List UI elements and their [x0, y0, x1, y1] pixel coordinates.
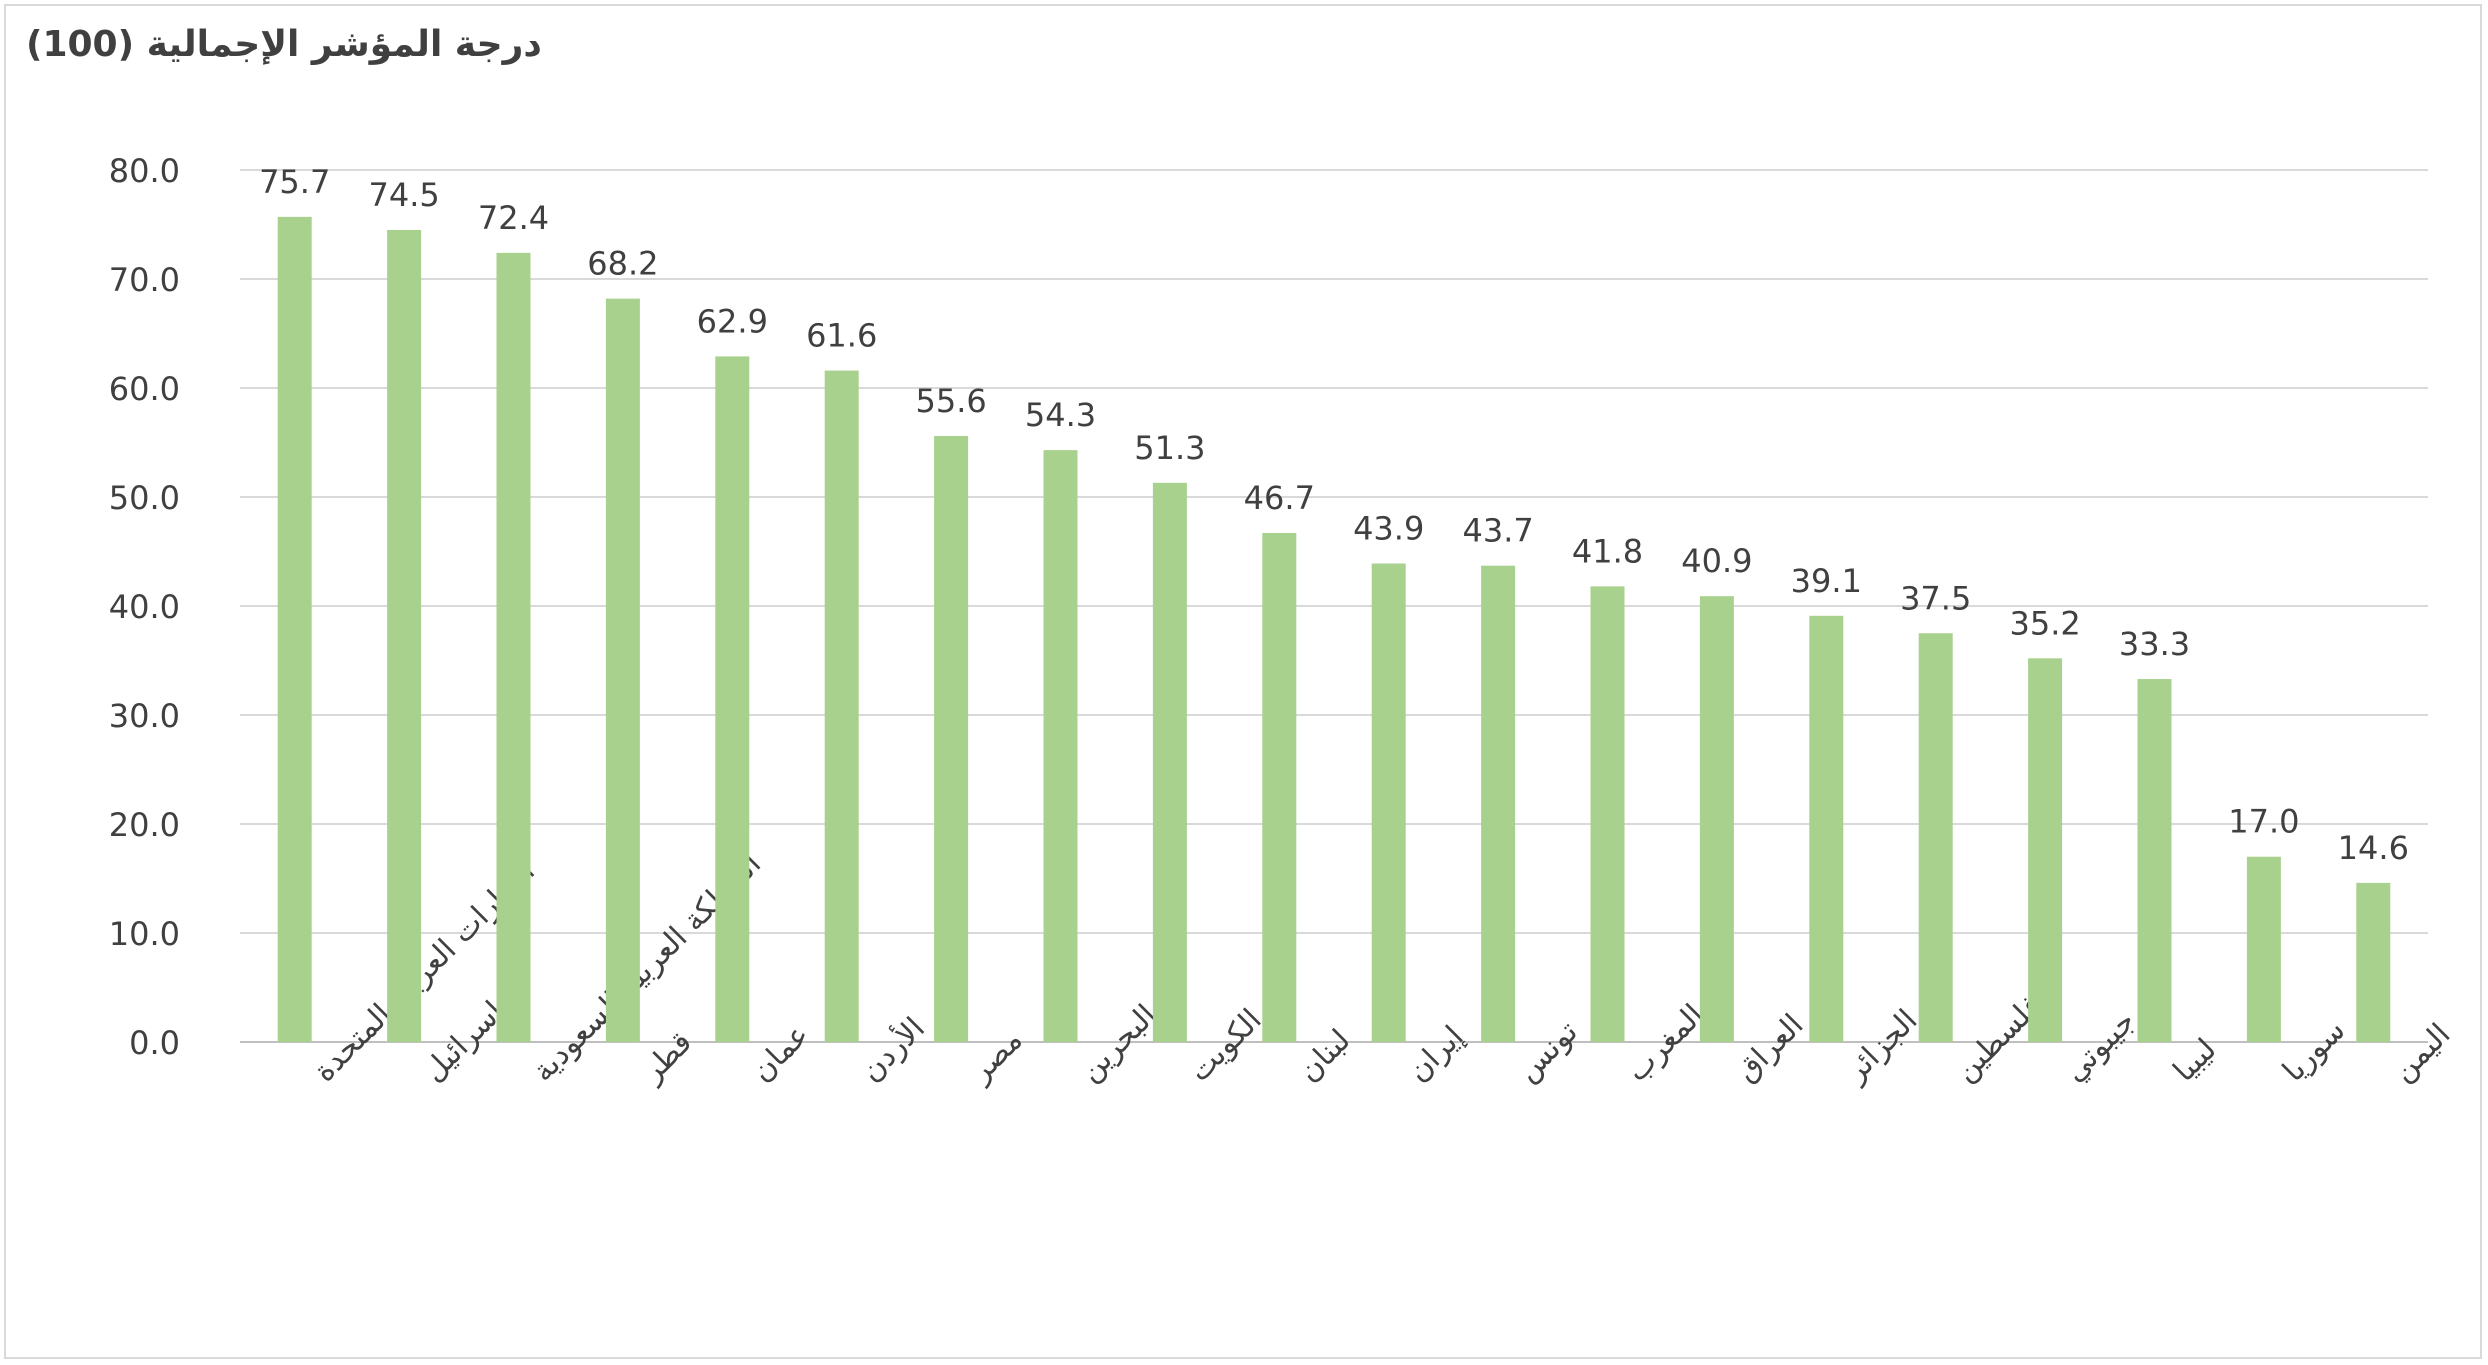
bar: [1371, 563, 1406, 1042]
x-tick-label: اليمن: [2385, 1017, 2457, 1089]
y-tick-label: 40.0: [109, 588, 180, 626]
data-label: 75.7: [259, 163, 330, 201]
data-label: 14.6: [2338, 829, 2409, 867]
y-tick-label: 20.0: [109, 806, 180, 844]
bar: [2356, 882, 2391, 1042]
data-label: 37.5: [1900, 579, 1971, 617]
data-label: 17.0: [2228, 803, 2299, 841]
data-label: 62.9: [697, 302, 768, 340]
x-tick-label: لبنان: [1291, 1023, 1357, 1089]
data-label: 46.7: [1244, 479, 1315, 517]
y-tick-label: 60.0: [109, 370, 180, 408]
data-label: 51.3: [1134, 429, 1205, 467]
x-tick-label: الكويت: [1182, 1002, 1269, 1089]
data-label: 35.2: [2009, 604, 2080, 642]
data-label: 55.6: [915, 382, 986, 420]
x-tick-label: الجزائر: [1837, 1003, 1924, 1090]
data-label: 40.9: [1681, 542, 1752, 580]
bar: [1590, 586, 1625, 1042]
data-label: 61.6: [806, 317, 877, 355]
bar: [1918, 633, 1953, 1042]
data-label: 43.7: [1462, 512, 1533, 550]
bar: [387, 229, 422, 1042]
y-tick-label: 50.0: [109, 479, 180, 517]
bar: [496, 252, 531, 1043]
x-tick-label: ليبيا: [2167, 1032, 2224, 1089]
x-tick-label: البحرين: [1073, 998, 1164, 1089]
x-tick-label: عمان: [744, 1017, 816, 1089]
bar: [277, 216, 312, 1042]
data-label: 54.3: [1025, 396, 1096, 434]
y-tick-label: 70.0: [109, 261, 180, 299]
data-label: 72.4: [478, 199, 549, 237]
bar: [934, 435, 969, 1043]
bar: [2137, 679, 2172, 1042]
bar: [605, 298, 640, 1042]
bar: [1152, 482, 1187, 1043]
y-tick-label: 10.0: [109, 915, 180, 953]
data-label: 39.1: [1791, 562, 1862, 600]
data-label: 41.8: [1572, 532, 1643, 570]
bar: [1481, 565, 1516, 1042]
x-tick-label: تونس: [1510, 1014, 1585, 1089]
y-tick-label: 80.0: [109, 152, 180, 190]
bar: [2028, 658, 2063, 1042]
y-tick-label: 30.0: [109, 697, 180, 735]
y-tick-label: 0.0: [129, 1024, 180, 1062]
bar: [2246, 856, 2281, 1042]
bar: [1043, 450, 1078, 1042]
x-tick-label: مصر: [962, 1023, 1030, 1091]
x-tick-label: إيران: [1401, 1019, 1471, 1089]
bar: [824, 370, 859, 1042]
chart-title: درجة المؤشر الإجمالية (100): [26, 24, 542, 65]
data-label: 68.2: [587, 245, 658, 283]
data-label: 74.5: [368, 176, 439, 214]
bar: [1262, 532, 1297, 1042]
x-tick-label: سوريا: [2276, 1013, 2352, 1089]
data-label: 43.9: [1353, 509, 1424, 547]
bar: [1809, 615, 1844, 1042]
x-tick-label: قطر: [634, 1025, 699, 1090]
x-tick-label: المغرب: [1620, 998, 1711, 1089]
x-tick-label: جيبوتي: [2057, 1004, 2142, 1089]
x-tick-label: العراق: [1729, 1008, 1810, 1089]
bar: [1699, 596, 1734, 1042]
x-tick-label: الأردن: [852, 1009, 932, 1089]
bar: [715, 356, 750, 1042]
data-label: 33.3: [2119, 625, 2190, 663]
